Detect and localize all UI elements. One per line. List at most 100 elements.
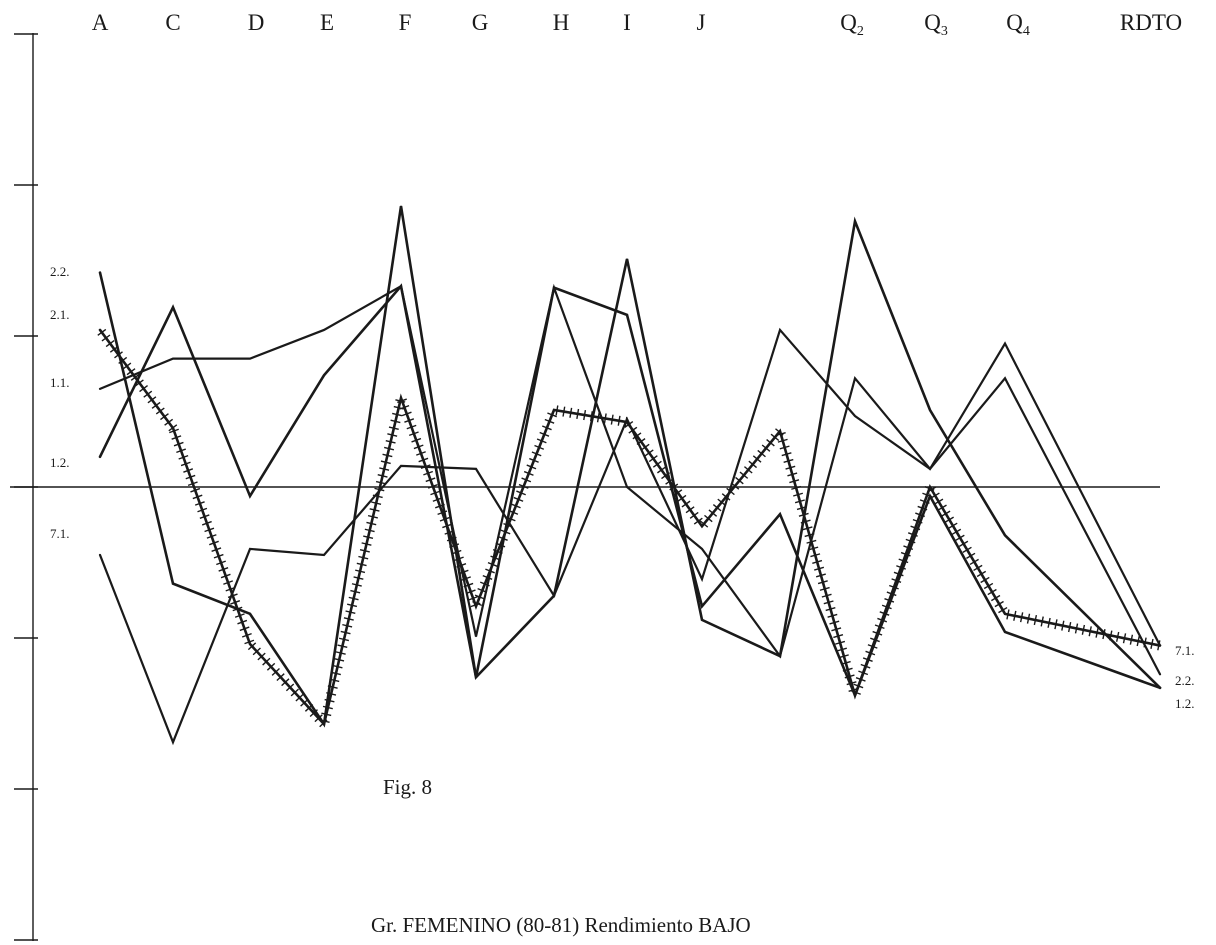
hatch-mark [990, 594, 1001, 602]
hatch-mark [271, 668, 280, 676]
hatch-mark [617, 415, 621, 426]
hatch-mark [216, 560, 226, 566]
hatch-mark [1109, 630, 1113, 641]
data-point [1159, 673, 1161, 675]
hatch-mark [815, 573, 826, 578]
series-line [98, 283, 1162, 699]
hatch-mark [819, 586, 830, 591]
hatch-mark [886, 591, 897, 597]
hatch-mark [262, 657, 271, 666]
data-point [701, 578, 703, 580]
hatch-mark [423, 470, 434, 476]
data-point [249, 495, 251, 497]
hatch-mark [369, 508, 380, 512]
data-point [400, 397, 402, 399]
hatch-mark [640, 443, 650, 451]
hatch-mark [101, 334, 111, 342]
hatch-mark [390, 419, 401, 424]
hatch-mark [201, 520, 212, 526]
hatch-mark [526, 464, 537, 470]
data-point [172, 741, 174, 743]
hatch-mark [955, 534, 965, 541]
hatch-mark [223, 580, 234, 585]
hatch-mark [1013, 610, 1017, 621]
category-label: E [320, 10, 334, 35]
series-1-2 [98, 283, 1162, 699]
data-point [475, 676, 477, 678]
hatch-mark [704, 514, 713, 523]
hatch-mark [490, 555, 501, 561]
right-series-label: 7.1. [1175, 643, 1195, 658]
figure-label: Fig. 8 [383, 775, 433, 799]
hatch-mark [388, 426, 399, 431]
hatch-mark [794, 499, 805, 504]
hatch-mark [290, 688, 299, 697]
data-point [929, 468, 931, 470]
hatch-mark [330, 671, 341, 676]
hatch-mark [766, 439, 775, 447]
hatch-mark [896, 565, 906, 570]
hatch-mark [562, 406, 566, 417]
hatch-mark [743, 466, 753, 474]
data-point [99, 456, 101, 458]
series-1-1 [98, 283, 1162, 659]
hatch-mark [994, 600, 1004, 608]
data-point [854, 377, 856, 379]
hatch-mark [197, 507, 208, 513]
hatch-mark [787, 472, 798, 477]
hatch-mark [252, 647, 261, 656]
left-series-label: 2.1. [50, 307, 70, 322]
data-point [553, 595, 555, 597]
hatch-mark [748, 460, 758, 469]
hatch-mark [281, 678, 290, 687]
data-point [99, 388, 101, 390]
category-label: C [165, 10, 180, 35]
hatch-mark [377, 474, 388, 478]
hatch-mark [831, 627, 842, 632]
hatch-mark [673, 489, 683, 497]
hatch-mark [134, 379, 144, 387]
hatch-mark [164, 418, 174, 426]
hatch-mark [241, 632, 252, 638]
hatch-mark [516, 490, 526, 496]
hatch-mark [1040, 616, 1044, 627]
data-point [323, 329, 325, 331]
hatch-mark [364, 528, 375, 533]
data-point [701, 525, 703, 527]
hatch-mark [472, 601, 483, 606]
hatch-mark [319, 719, 330, 723]
category-label: D [248, 10, 265, 35]
hatch-mark [800, 519, 811, 524]
hatch-mark [413, 444, 424, 450]
right-series-labels: 7.1. 2.2. 1.2. [1175, 643, 1195, 711]
hatch-mark [209, 540, 219, 546]
hatch-mark [130, 373, 140, 381]
hatch-mark [234, 613, 245, 618]
hatch-mark [353, 576, 364, 580]
hatch-mark [1019, 612, 1024, 623]
hatch-mark [176, 448, 187, 454]
hatch-mark [335, 651, 346, 655]
hatch-mark [547, 412, 557, 418]
hatch-mark [155, 407, 165, 415]
hatch-mark [338, 637, 350, 642]
hatch-mark [213, 553, 224, 559]
hatch-mark [375, 480, 387, 485]
hatch-mark [126, 368, 136, 376]
hatch-mark [812, 559, 823, 565]
left-series-label: 1.2. [50, 455, 70, 470]
left-series-label: 1.1. [50, 375, 70, 390]
hatch-mark [276, 673, 285, 681]
hatch-mark [802, 526, 813, 531]
data-point [929, 486, 931, 488]
hatch-mark [350, 589, 361, 594]
series-7-1 [98, 327, 1162, 746]
hatch-mark [689, 511, 699, 519]
data-point [779, 329, 781, 331]
hatch-mark [735, 476, 744, 485]
hatch-mark [757, 449, 766, 458]
hatch-mark [781, 452, 792, 457]
data-point [553, 287, 555, 289]
hatch-mark [544, 418, 555, 424]
